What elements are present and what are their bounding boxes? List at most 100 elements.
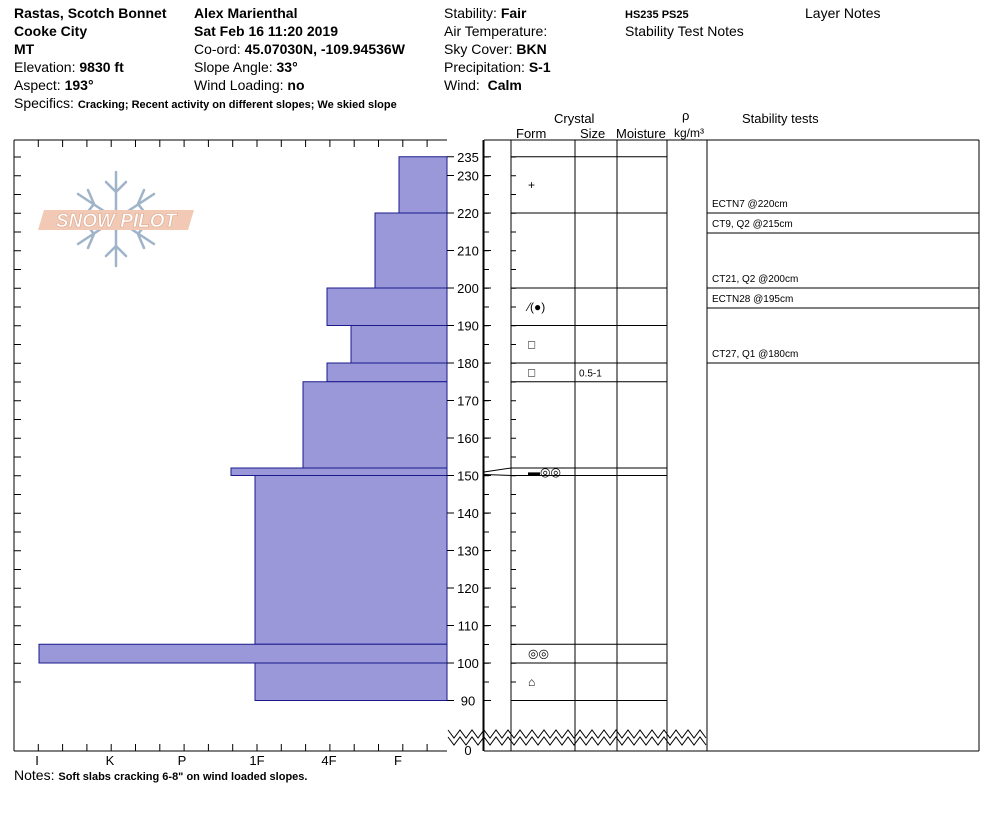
- specifics: Specifics: Cracking; Recent activity on …: [14, 94, 397, 114]
- elevation: Elevation: 9830 ft: [14, 58, 124, 76]
- stability-test-label: CT9, Q2 @215cm: [712, 219, 793, 230]
- form-heading: Form: [516, 126, 547, 141]
- depth-tick-label: 130: [457, 544, 479, 559]
- layer-notes-heading: Layer Notes: [805, 5, 881, 21]
- hardness-bar: [374, 212, 448, 289]
- hardness-tick-label: F: [394, 753, 402, 768]
- rho-heading: ρ: [682, 108, 690, 123]
- layer-connector: [483, 474, 512, 476]
- stability-value: Fair: [500, 5, 527, 21]
- depth-tick-label: 220: [457, 206, 479, 221]
- depth-tick-label: 230: [457, 169, 479, 184]
- stability: Stability: Fair: [444, 4, 527, 22]
- hardness-tick-label: 1F: [249, 753, 264, 768]
- crystal-form: □: [528, 365, 535, 379]
- crystal-size: 0.5-1: [579, 368, 602, 379]
- aspect-value: 193°: [64, 77, 94, 93]
- depth-tick-label: 0: [464, 743, 471, 758]
- specifics-label: Specifics:: [14, 95, 74, 111]
- crystal-form: +: [528, 178, 535, 192]
- slope-value: 33°: [276, 59, 298, 75]
- specifics-value: Cracking; Recent activity on different s…: [77, 99, 397, 111]
- precip-label: Precipitation:: [444, 59, 525, 75]
- wind: Wind: Calm: [444, 76, 522, 94]
- sky-label: Sky Cover:: [444, 41, 513, 57]
- observer-name: Alex Marienthal: [194, 5, 298, 21]
- depth-tick-label: 210: [457, 244, 479, 259]
- depth-tick-label: 90: [461, 694, 475, 709]
- crystal-form: ▬◎◎: [528, 465, 561, 479]
- precipitation: Precipitation: S-1: [444, 58, 551, 76]
- depth-tick-label: 235: [457, 150, 479, 165]
- stability-test-label: ECTN28 @195cm: [712, 294, 793, 305]
- crystal-form: ⌂: [528, 675, 535, 689]
- wind-value: Calm: [487, 77, 522, 93]
- elevation-label: Elevation:: [14, 59, 76, 75]
- hardness-bar: [254, 662, 448, 701]
- aspect: Aspect: 193°: [14, 76, 94, 94]
- stability-test-label: CT27, Q1 @180cm: [712, 349, 798, 360]
- hardness-bar: [230, 467, 448, 476]
- depth-tick-label: 110: [458, 619, 479, 634]
- stability-test-label: ECTN7 @220cm: [712, 199, 788, 210]
- depth-tick-label: 160: [457, 431, 479, 446]
- stability-label: Stability:: [444, 5, 497, 21]
- hardness-bar: [302, 381, 448, 469]
- hardness-tick-label: K: [106, 753, 115, 768]
- coordinates: Co-ord: 45.07030N, -109.94536W: [194, 40, 405, 58]
- depth-tick-label: 170: [457, 394, 479, 409]
- depth-tick-label: 150: [457, 469, 479, 484]
- location-name: Rastas, Scotch Bonnet: [14, 5, 167, 21]
- sky-cover: Sky Cover: BKN: [444, 40, 547, 58]
- depth-tick-label: 190: [457, 319, 479, 334]
- sky-value: BKN: [516, 41, 547, 57]
- depth-tick-label: 100: [457, 656, 479, 671]
- crystal-form: ◎◎: [528, 647, 549, 661]
- wind-loading-value: no: [287, 77, 305, 93]
- hardness-bar: [350, 325, 448, 364]
- moisture-heading: Moisture: [616, 126, 666, 141]
- stability-tests-heading: Stability tests: [742, 111, 819, 126]
- density-unit: kg/m³: [674, 126, 704, 140]
- hardness-bar: [398, 156, 448, 214]
- crystal-form: □: [528, 337, 535, 351]
- hardness-tick-label: P: [178, 753, 187, 768]
- precip-value: S-1: [528, 59, 551, 75]
- depth-tick-label: 140: [457, 506, 479, 521]
- hardness-tick-label: I: [35, 753, 39, 768]
- depth-tick-label: 200: [457, 281, 479, 296]
- elevation-value: 9830 ft: [79, 59, 124, 75]
- wind-loading-label: Wind Loading:: [194, 77, 284, 93]
- hardness-bar: [38, 643, 448, 664]
- hardness-bar: [326, 287, 448, 326]
- slope-angle: Slope Angle: 33°: [194, 58, 298, 76]
- notes-label: Notes:: [14, 767, 55, 783]
- notes: Notes: Soft slabs cracking 6-8" on wind …: [14, 766, 307, 786]
- aspect-label: Aspect:: [14, 77, 61, 93]
- stability-test-label: CT21, Q2 @200cm: [712, 274, 798, 285]
- hardness-tick-label: 4F: [321, 753, 336, 768]
- hardness-bar: [254, 475, 448, 645]
- observation-datetime: Sat Feb 16 11:20 2019: [194, 23, 338, 39]
- hardness-bar: [326, 362, 448, 383]
- hs-ps: HS235 PS25: [625, 9, 689, 21]
- notes-value: Soft slabs cracking 6-8" on wind loaded …: [58, 771, 308, 783]
- coord-label: Co-ord:: [194, 41, 241, 57]
- depth-tick-label: 120: [457, 581, 479, 596]
- size-heading: Size: [580, 126, 606, 141]
- region-name: Cooke City: [14, 23, 88, 39]
- layer-connector: [483, 467, 512, 473]
- crystal-form: ⁄(●): [525, 300, 545, 314]
- stability-test-notes-heading: Stability Test Notes: [625, 23, 744, 39]
- coord-value: 45.07030N, -109.94536W: [244, 41, 405, 57]
- air-temperature: Air Temperature:: [444, 22, 547, 40]
- axis-break-upper: [447, 729, 707, 739]
- state-name: MT: [14, 41, 35, 57]
- air-temp-label: Air Temperature:: [444, 23, 548, 39]
- axis-break-lower: [447, 736, 707, 746]
- crystal-heading: Crystal: [554, 111, 595, 126]
- wind-label: Wind:: [444, 77, 480, 93]
- depth-tick-label: 180: [457, 356, 479, 371]
- wind-loading: Wind Loading: no: [194, 76, 305, 94]
